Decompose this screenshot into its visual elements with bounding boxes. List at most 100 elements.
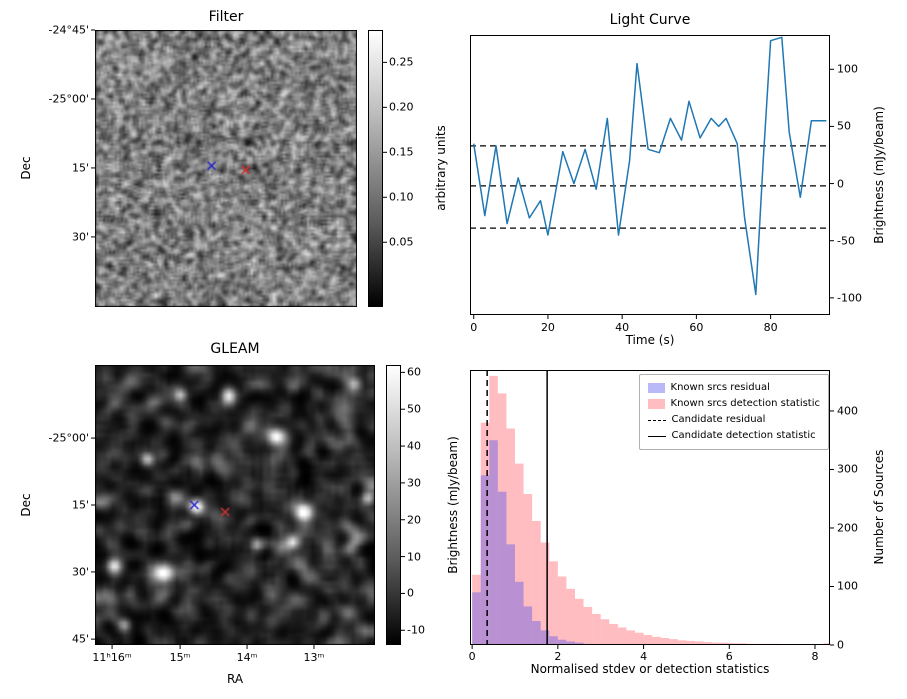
legend-label: Candidate residual — [671, 414, 766, 425]
gleam-xlabel: RA — [226, 672, 244, 686]
light-curve-xlabel: Time (s) — [625, 333, 675, 347]
legend-swatch — [647, 383, 665, 393]
legend-label: Known srcs detection statistic — [670, 398, 820, 409]
tick-label: 0 — [468, 650, 476, 663]
tick-label: 400 — [837, 404, 858, 418]
tick-label: 4 — [640, 650, 648, 663]
hist-bar — [643, 635, 653, 645]
tick-label: 40 — [615, 321, 630, 334]
tick-label: -50 — [837, 234, 855, 248]
tick-label: 45' — [71, 632, 89, 646]
tick-label: -25°00' — [48, 92, 90, 106]
hist-bar — [497, 393, 507, 645]
tick-label: 200 — [837, 521, 858, 535]
tick-label: 40 — [407, 439, 421, 453]
hist-bar — [703, 642, 713, 645]
tick-label: 300 — [837, 462, 858, 476]
tick-label: 0.05 — [389, 235, 414, 249]
hist-bar — [515, 581, 524, 645]
hist-bar — [600, 619, 610, 645]
tick-label: -25°00' — [48, 431, 90, 445]
hist-bar — [489, 440, 498, 645]
hist-bar — [532, 621, 541, 645]
tick-label: 15' — [71, 498, 89, 512]
gleam-image[interactable] — [95, 365, 375, 645]
tick-label: 30' — [71, 565, 89, 579]
tick-label: 20 — [407, 513, 421, 527]
hist-bar — [566, 641, 575, 645]
filter-ylabel: Dec — [19, 156, 33, 180]
hist-bar — [557, 639, 567, 645]
tick-label: 15' — [71, 161, 89, 175]
hist-bar — [480, 422, 490, 645]
hist-bar — [583, 606, 593, 645]
legend: Known srcs residual Known srcs detection … — [638, 374, 829, 450]
hist-bar — [626, 630, 635, 645]
hist-bar — [566, 588, 575, 645]
tick-label: 30' — [71, 230, 89, 244]
legend-item: Known srcs residual — [647, 380, 820, 396]
tick-label: 60 — [689, 321, 704, 334]
hist-bar — [677, 640, 687, 645]
hist-bar — [497, 491, 507, 645]
hist-bar — [695, 641, 704, 645]
gleam-colorbar — [386, 365, 401, 645]
hist-bar — [720, 642, 730, 645]
hist-bar — [523, 494, 533, 645]
tick-label: 6 — [725, 650, 733, 663]
tick-label: 20 — [540, 321, 555, 334]
hist-bar — [712, 642, 721, 645]
hist-bar — [592, 613, 601, 645]
histogram-plot[interactable] — [470, 370, 830, 645]
filter-colorbar-label: arbitrary units — [434, 125, 448, 211]
hist-bar — [635, 632, 644, 645]
hist-bar — [686, 640, 695, 645]
filter-image[interactable] — [95, 30, 357, 307]
tick-label: 0.10 — [389, 190, 414, 204]
legend-line-swatch — [647, 435, 666, 437]
tick-label: 14ᵐ — [236, 651, 258, 664]
tick-label: 10 — [407, 550, 421, 564]
legend-swatch — [647, 399, 665, 409]
tick-label: 13ᵐ — [303, 651, 325, 664]
legend-item: Known srcs detection statistic — [647, 396, 820, 412]
hist-bar — [506, 544, 515, 645]
tick-label: 0.25 — [389, 55, 414, 69]
hist-bar — [609, 623, 618, 645]
hist-bar — [480, 475, 490, 645]
hist-bar — [669, 639, 678, 645]
hist-bar — [652, 636, 661, 645]
hist-bar — [540, 542, 550, 645]
hist-bar — [549, 636, 558, 645]
hist-bar — [472, 592, 481, 645]
hist-bar — [575, 598, 584, 645]
legend-label: Known srcs residual — [670, 382, 770, 393]
hist-bar — [617, 627, 627, 645]
gleam-title: GLEAM — [210, 341, 260, 357]
light-curve-plot[interactable] — [470, 35, 830, 315]
filter-title: Filter — [208, 9, 244, 25]
tick-label: 0.20 — [389, 100, 414, 114]
tick-label: 0 — [407, 586, 414, 600]
filter-colorbar — [368, 30, 383, 307]
hist-bar — [557, 576, 567, 645]
hist-bar — [515, 463, 524, 645]
tick-label: 0 — [470, 321, 478, 334]
legend-item: Candidate residual — [647, 412, 820, 428]
tick-label: -10 — [407, 623, 425, 637]
tick-label: 15ᵐ — [169, 651, 191, 664]
tick-label: 2 — [554, 650, 562, 663]
tick-label: 8 — [811, 650, 819, 663]
legend-item: Candidate detection statistic — [647, 428, 820, 444]
tick-label: 100 — [837, 62, 858, 76]
hist-bar — [660, 637, 670, 645]
hist-bar — [506, 428, 515, 645]
tick-label: 30 — [407, 476, 421, 490]
legend-line-swatch — [647, 419, 666, 421]
hist-bar — [532, 520, 541, 645]
tick-label: 80 — [763, 321, 778, 334]
gleam-ylabel: Dec — [19, 493, 33, 517]
hist-bar — [575, 642, 584, 645]
tick-label: 60 — [407, 365, 421, 379]
